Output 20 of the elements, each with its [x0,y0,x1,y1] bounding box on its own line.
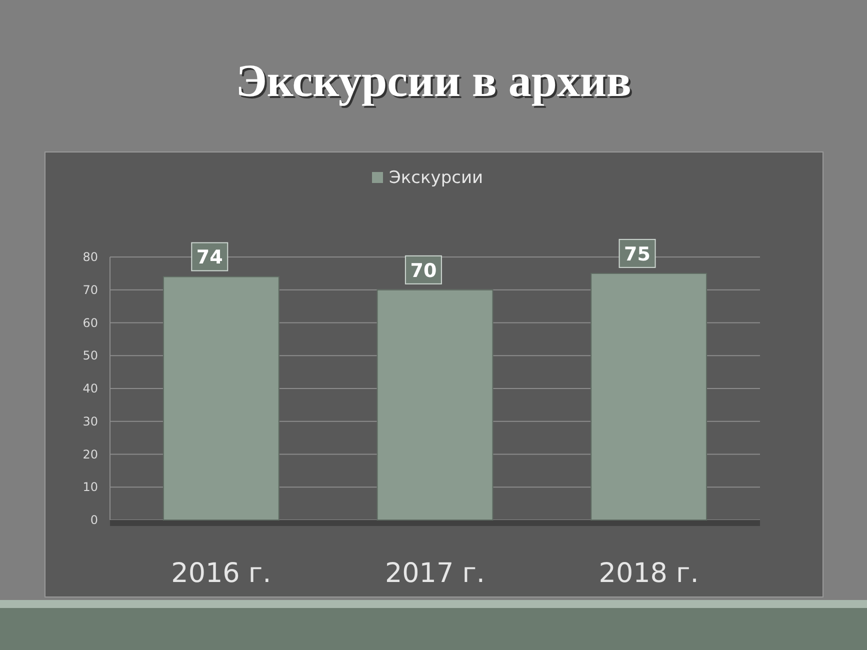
x-tick-label: 2018 г. [598,558,699,589]
y-tick-label: 0 [90,513,98,527]
bar [376,289,494,520]
chart-title: Экскурсии в архив [238,57,634,108]
y-tick-label: 30 [82,414,98,428]
y-tick-label: 20 [82,447,98,462]
data-label: 70 [410,260,437,282]
y-tick-label: 50 [82,348,98,363]
y-tick-label: 10 [82,480,98,494]
x-tick-label: 2016 г. [171,558,272,589]
x-tick-label: 2017 г. [384,558,486,589]
data-label: 75 [624,243,650,266]
data-label: 74 [196,246,223,269]
bar [590,272,708,520]
bar [162,276,280,520]
text: Экскурсии [389,168,484,188]
y-tick-label: 60 [82,316,98,330]
y-tick-label: 40 [82,382,98,396]
y-tick-label: 80 [82,250,98,264]
y-tick-label: 70 [82,282,98,297]
